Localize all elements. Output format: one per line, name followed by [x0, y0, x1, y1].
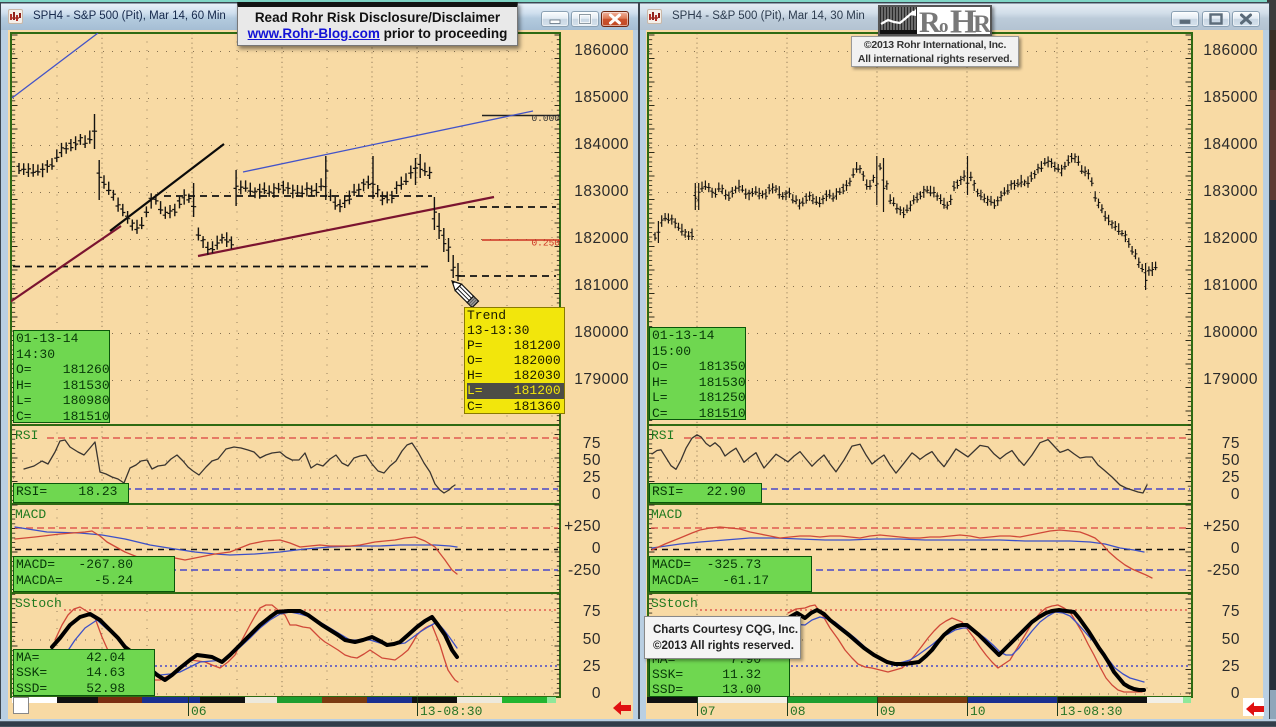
- svg-text:R: R: [919, 7, 941, 34]
- svg-text:0.250: 0.250: [531, 238, 560, 249]
- svg-text:R: R: [973, 11, 990, 34]
- svg-text:0.000: 0.000: [531, 113, 560, 124]
- svg-text:o: o: [939, 16, 949, 34]
- svg-text:H: H: [950, 7, 976, 34]
